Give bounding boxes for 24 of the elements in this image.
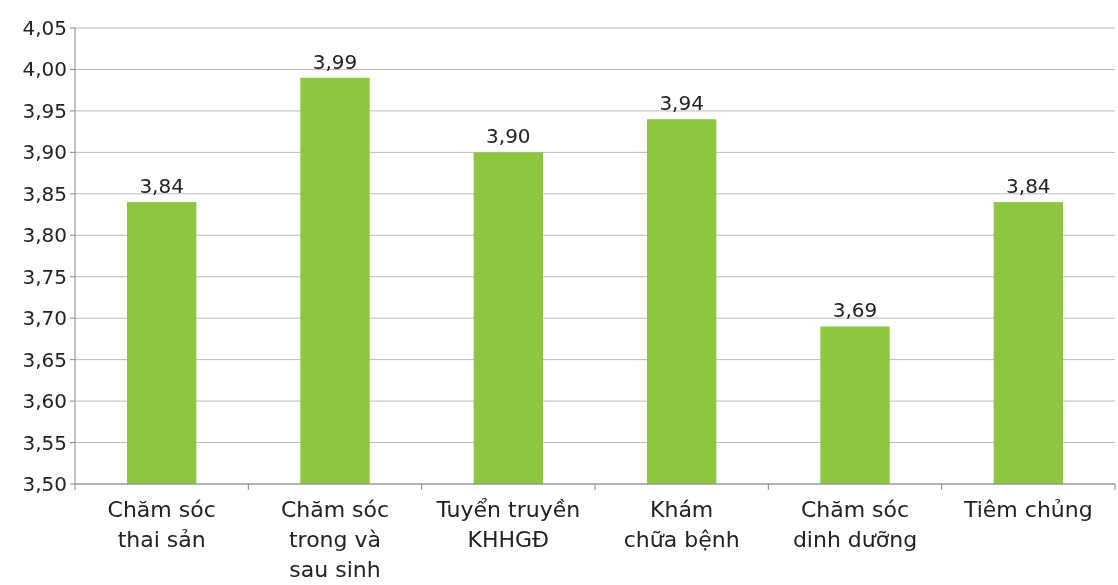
y-tick-label: 4,05 xyxy=(22,16,67,40)
data-label: 3,99 xyxy=(312,49,358,74)
y-tick-label: 3,55 xyxy=(22,430,67,455)
x-tick-label: Chăm sóc thai sản xyxy=(107,497,216,552)
data-label: 3,90 xyxy=(486,124,531,149)
data-label: 3,69 xyxy=(832,298,878,323)
y-tick-label: 3,70 xyxy=(22,306,67,331)
y-tick-label: 4,00 xyxy=(22,57,67,82)
x-tick-label: Tiêm chủng xyxy=(962,497,1093,522)
y-tick-label: 3,80 xyxy=(22,223,67,248)
y-tick-label: 3,65 xyxy=(22,347,67,372)
y-tick-label: 3,90 xyxy=(22,140,67,165)
x-tick-label: Chăm sóc dinh dưỡng xyxy=(792,497,918,552)
data-label: 3,94 xyxy=(659,91,704,116)
data-label: 3,84 xyxy=(139,174,184,199)
y-tick-label: 3,95 xyxy=(22,98,67,123)
y-tick-label: 3,50 xyxy=(22,472,67,496)
y-tick-label: 3,60 xyxy=(22,389,67,414)
data-label: 3,84 xyxy=(1006,174,1051,199)
y-tick-label: 3,85 xyxy=(22,181,67,206)
y-tick-label: 3,75 xyxy=(22,264,67,289)
x-tick-label: Tuyển truyền KHHGĐ xyxy=(435,497,581,552)
x-tick-label: Chăm sóc trong và sau sinh xyxy=(280,497,390,582)
x-tick-label: Khám chữa bệnh xyxy=(623,497,740,552)
